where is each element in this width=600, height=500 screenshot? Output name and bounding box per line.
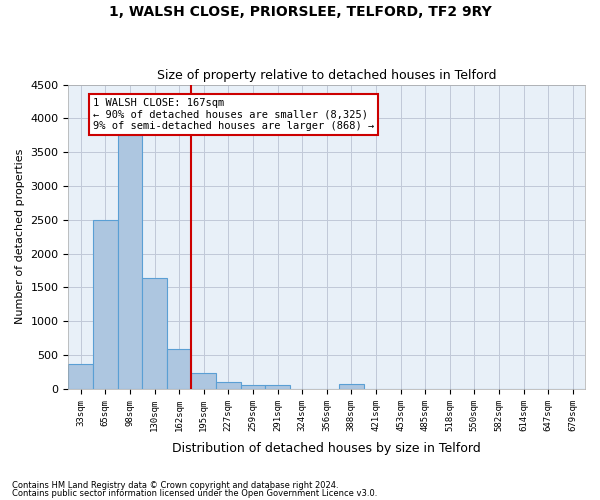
Bar (167, 349, 191, 389)
Bar (265, 385, 290, 389)
Bar (241, 384, 265, 389)
Text: 1, WALSH CLOSE, PRIORSLEE, TELFORD, TF2 9RY: 1, WALSH CLOSE, PRIORSLEE, TELFORD, TF2 … (109, 5, 491, 19)
Bar (118, 136, 142, 389)
Title: Size of property relative to detached houses in Telford: Size of property relative to detached ho… (157, 69, 496, 82)
X-axis label: Distribution of detached houses by size in Telford: Distribution of detached houses by size … (172, 442, 481, 455)
Bar (339, 384, 364, 389)
Text: 1 WALSH CLOSE: 167sqm
← 90% of detached houses are smaller (8,325)
9% of semi-de: 1 WALSH CLOSE: 167sqm ← 90% of detached … (93, 98, 374, 132)
Text: Contains public sector information licensed under the Open Government Licence v3: Contains public sector information licen… (12, 488, 377, 498)
Y-axis label: Number of detached properties: Number of detached properties (15, 149, 25, 324)
Bar (216, 382, 241, 389)
Bar (93, 220, 118, 389)
Bar (191, 374, 216, 389)
Bar (142, 278, 167, 389)
Text: Contains HM Land Registry data © Crown copyright and database right 2024.: Contains HM Land Registry data © Crown c… (12, 481, 338, 490)
Bar (68, 364, 93, 389)
